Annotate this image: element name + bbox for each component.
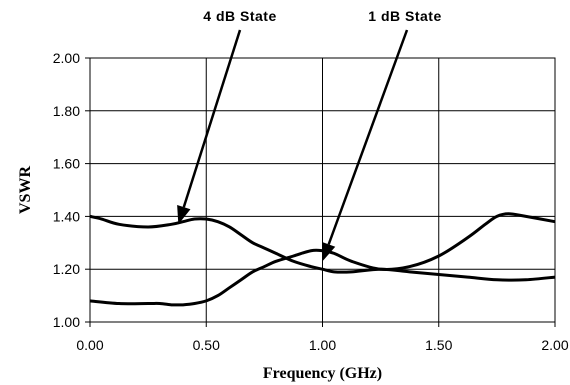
plot-frame: [89, 57, 556, 323]
y-tick-label: 1.40: [53, 208, 80, 224]
annotation-arrow-shaft: [327, 29, 409, 245]
x-tick-label: 0.00: [76, 337, 103, 353]
annotation-label: 1 dB State: [368, 8, 441, 24]
y-tick-label: 1.00: [53, 314, 80, 330]
y-tick-label: 1.80: [53, 103, 80, 119]
y-axis-title: VSWR: [17, 166, 34, 214]
annotation-label: 4 dB State: [203, 8, 276, 24]
x-axis-title: Frequency (GHz): [263, 365, 382, 382]
x-tick-label: 1.50: [425, 337, 452, 353]
series-group: [89, 212, 556, 307]
x-tick-label: 1.00: [309, 337, 336, 353]
x-tick-label: 0.50: [193, 337, 220, 353]
axes: 1.00 1.20 1.40 1.60 1.80 2.00 0.00 0.50 1.00 1.50…: [53, 50, 569, 353]
y-tick-label: 2.00: [53, 50, 80, 66]
annotations: 4 dB State 1 dB State: [177, 8, 441, 262]
grid: [89, 57, 556, 323]
annotation-arrow-shaft: [182, 29, 242, 208]
y-tick-label: 1.60: [53, 156, 80, 172]
x-tick-label: 2.00: [541, 337, 568, 353]
annotation-arrow-head: [322, 241, 336, 262]
annotation-arrow-head: [177, 205, 191, 225]
series-line-2: [89, 212, 556, 307]
y-tick-label: 1.20: [53, 261, 80, 277]
series-line-1: [89, 214, 556, 282]
